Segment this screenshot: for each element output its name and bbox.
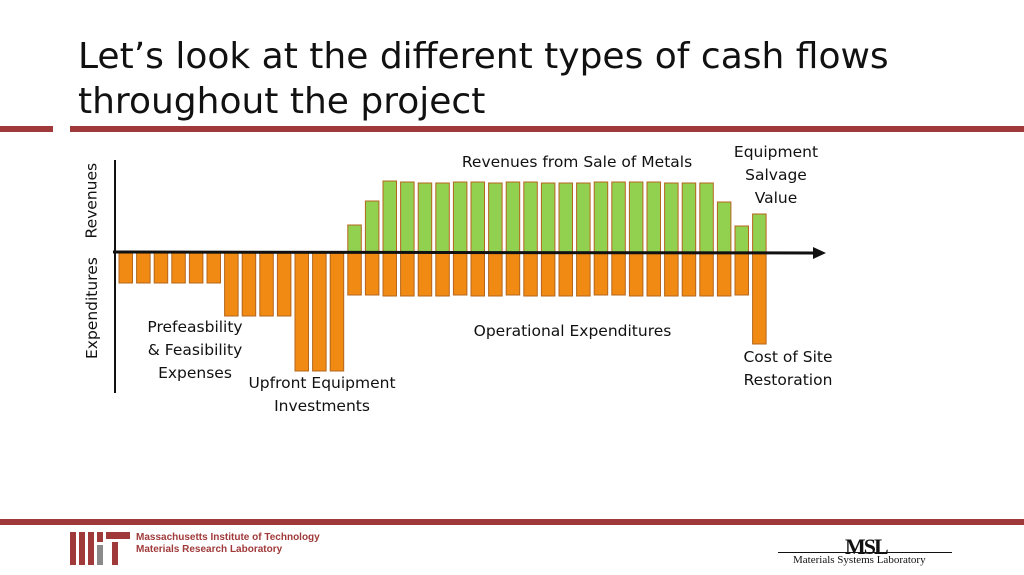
restoration-line-1: Cost of Site	[743, 348, 833, 366]
x-axis-arrowhead	[813, 247, 826, 259]
prefeas-line-2: & Feasibility	[147, 341, 243, 359]
expenditure-bar	[540, 252, 556, 297]
upfront-line-2: Investments	[274, 397, 370, 415]
revenue-bar	[364, 200, 380, 254]
revenue-bar	[646, 181, 661, 254]
expenditure-bar	[452, 252, 468, 296]
revenue-bar	[400, 181, 415, 254]
expenditure-bar	[153, 252, 169, 284]
revenue-bar	[699, 182, 714, 254]
expenditure-bar	[558, 252, 573, 297]
expenditure-bar	[382, 252, 397, 297]
revenue-bar	[488, 182, 503, 254]
revenue-bar	[435, 182, 450, 254]
expenditure-bar	[699, 252, 714, 297]
expenditure-bar	[329, 252, 345, 372]
revenue-bar	[593, 181, 609, 254]
title-divider-right	[70, 126, 1024, 132]
salvage-line-3: Value	[754, 189, 798, 207]
title-divider-left	[0, 126, 53, 132]
mit-logo-icon	[70, 532, 130, 565]
restoration-line-2: Restoration	[743, 371, 833, 389]
revenue-bar	[505, 181, 521, 254]
expenditure-bar	[364, 252, 380, 296]
expenditure-bar	[206, 252, 221, 284]
msl-logo: MSL	[845, 534, 889, 559]
expenditure-bar	[171, 252, 186, 284]
msl-logo-rule	[778, 552, 952, 553]
expenditure-bar	[347, 252, 362, 296]
revenue-bar	[611, 181, 626, 254]
expenditure-bar	[312, 252, 327, 372]
footer-divider	[0, 519, 1024, 525]
expenditure-bar	[241, 252, 257, 317]
revenue-bar	[752, 213, 767, 254]
expenditure-bar	[435, 252, 450, 297]
expenditure-bar	[417, 252, 433, 297]
prefeasibility-label: Prefeasbility & Feasibility Expenses	[136, 316, 254, 385]
revenue-bar	[664, 182, 679, 254]
expenditure-bar	[523, 252, 538, 297]
expenditure-bar	[276, 252, 292, 317]
footer-lab-name: Materials Research Laboratory	[136, 544, 283, 555]
revenue-bar	[347, 224, 362, 254]
expenditure-bar	[734, 252, 749, 296]
revenue-bar	[382, 180, 397, 254]
expenditure-bar	[488, 252, 503, 297]
prefeas-line-1: Prefeasbility	[147, 318, 243, 336]
expenditure-bar	[593, 252, 609, 296]
salvage-line-1: Equipment	[733, 143, 819, 161]
expenditure-bar	[505, 252, 521, 296]
expenditure-bar	[259, 252, 274, 317]
expenditure-bar	[118, 252, 133, 284]
footer-institution-name: Massachusetts Institute of Technology	[136, 532, 320, 543]
prefeas-line-3: Expenses	[158, 364, 232, 382]
revenue-bar	[470, 181, 485, 254]
upfront-investments-label: Upfront Equipment Investments	[242, 372, 402, 418]
msl-name: Materials Systems Laboratory	[793, 554, 926, 566]
salvage-line-2: Salvage	[745, 166, 807, 184]
revenue-bar	[452, 181, 468, 254]
expenditure-bar	[611, 252, 626, 296]
expenditures-axis-label: Expenditures	[83, 257, 101, 359]
expenditure-bar	[716, 252, 732, 297]
revenue-bar	[558, 182, 573, 254]
expenditure-bar	[576, 252, 591, 297]
revenues-metals-label: Revenues from Sale of Metals	[461, 153, 693, 171]
revenue-bar	[628, 181, 644, 254]
expenditure-bar	[224, 252, 239, 317]
footer-institution: Massachusetts Institute of Technology Ma…	[136, 532, 320, 556]
expenditure-bar	[188, 252, 204, 284]
revenues-axis-label: Revenues	[82, 162, 101, 239]
revenue-bar	[417, 182, 433, 254]
slide-title: Let’s look at the different types of cas…	[78, 36, 889, 122]
revenue-bar	[576, 182, 591, 254]
revenue-bar	[540, 182, 556, 254]
expenditure-bar	[136, 252, 151, 284]
expenditure-bar	[752, 252, 767, 345]
revenue-bar	[681, 182, 697, 254]
x-axis	[112, 250, 816, 255]
expenditure-bar	[400, 252, 415, 297]
expenditure-bar	[294, 252, 309, 372]
expenditure-bar	[664, 252, 679, 297]
operational-expenditures-label: Operational Expenditures	[473, 322, 672, 340]
revenue-bar	[523, 181, 538, 254]
site-restoration-label: Cost of Site Restoration	[728, 346, 848, 392]
expenditure-bar	[628, 252, 644, 297]
salvage-value-label: Equipment Salvage Value	[725, 141, 827, 210]
expenditure-bar	[470, 252, 485, 297]
revenue-bar	[734, 225, 749, 254]
expenditure-bar	[681, 252, 697, 297]
expenditure-bar	[646, 252, 661, 297]
upfront-line-1: Upfront Equipment	[248, 374, 396, 392]
